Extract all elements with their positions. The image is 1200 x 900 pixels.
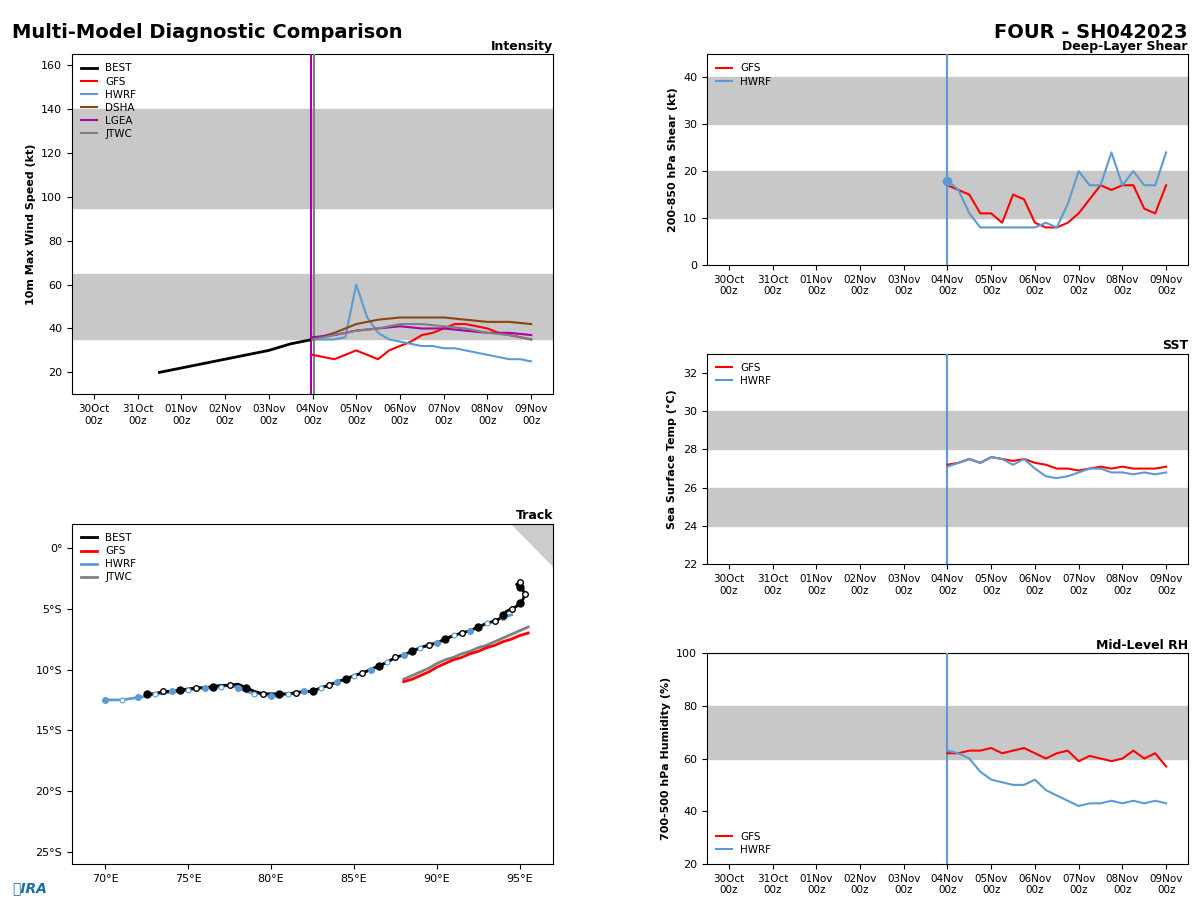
Text: Track: Track	[516, 509, 553, 523]
Polygon shape	[511, 524, 553, 566]
Bar	[707, 77, 1188, 124]
Bar	[707, 488, 1188, 526]
Legend: BEST, GFS, HWRF, JTWC: BEST, GFS, HWRF, JTWC	[77, 529, 140, 587]
Text: ⒸIRA: ⒸIRA	[12, 881, 47, 896]
Text: Mid-Level RH: Mid-Level RH	[1096, 639, 1188, 652]
Legend: GFS, HWRF: GFS, HWRF	[712, 359, 775, 391]
Bar	[72, 274, 553, 339]
Bar	[707, 411, 1188, 449]
Legend: GFS, HWRF: GFS, HWRF	[712, 59, 775, 91]
Y-axis label: 10m Max Wind Speed (kt): 10m Max Wind Speed (kt)	[25, 143, 36, 305]
Bar	[707, 171, 1188, 218]
Text: Deep-Layer Shear: Deep-Layer Shear	[1062, 40, 1188, 53]
Bar	[707, 706, 1188, 759]
Text: SST: SST	[1162, 339, 1188, 353]
Y-axis label: 700-500 hPa Humidity (%): 700-500 hPa Humidity (%)	[661, 677, 671, 841]
Text: Multi-Model Diagnostic Comparison: Multi-Model Diagnostic Comparison	[12, 22, 403, 41]
Text: FOUR - SH042023: FOUR - SH042023	[995, 22, 1188, 41]
Legend: GFS, HWRF: GFS, HWRF	[712, 827, 775, 859]
Y-axis label: Sea Surface Temp (°C): Sea Surface Temp (°C)	[667, 389, 678, 529]
Y-axis label: 200-850 hPa Shear (kt): 200-850 hPa Shear (kt)	[667, 87, 678, 232]
Text: Intensity: Intensity	[491, 40, 553, 53]
Bar	[72, 109, 553, 208]
Legend: BEST, GFS, HWRF, DSHA, LGEA, JTWC: BEST, GFS, HWRF, DSHA, LGEA, JTWC	[77, 59, 140, 143]
